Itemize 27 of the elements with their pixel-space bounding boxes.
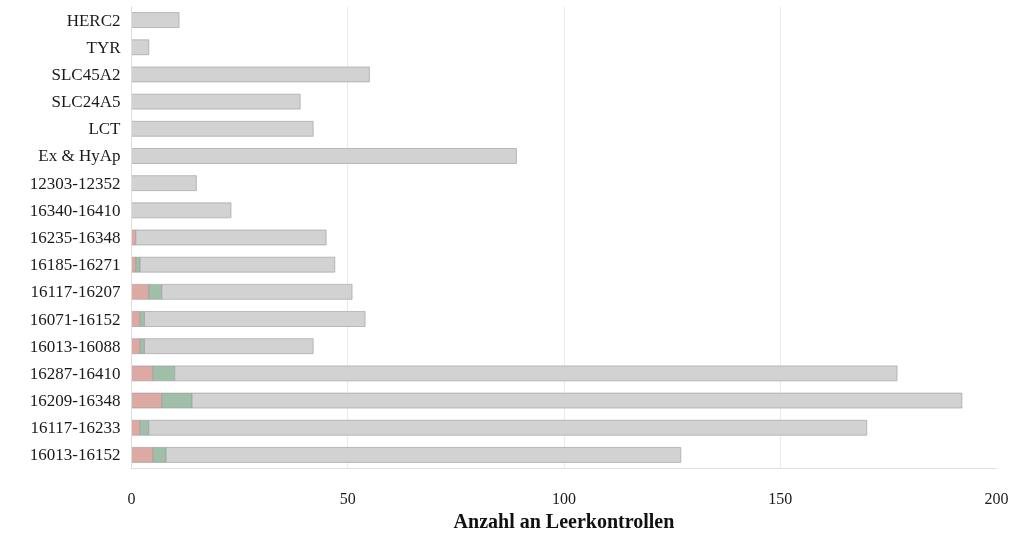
y-tick-label: 16071-16152 [29, 309, 121, 329]
y-tick-label: 16013-16088 [29, 336, 121, 356]
y-tick-label: SLC45A2 [51, 64, 121, 84]
y-tick-label: 12303-12352 [29, 173, 121, 193]
x-tick-label: 150 [768, 489, 793, 507]
y-tick-label: Ex & HyAp [38, 146, 121, 166]
x-tick-label: 200 [984, 489, 1009, 507]
x-tick-label: 50 [339, 489, 356, 507]
y-tick-label: 16340-16410 [29, 200, 121, 220]
bar [143, 311, 366, 327]
x-tick-label: 0 [127, 489, 136, 507]
y-tick-label: LCT [88, 119, 122, 139]
x-axis-title: Anzahl an Leerkontrollen [453, 509, 675, 532]
y-tick-label: 16117-16207 [30, 282, 121, 302]
y-tick-label: TYR [86, 37, 122, 57]
bar [143, 338, 314, 355]
y-tick-label: 16209-16348 [29, 391, 121, 411]
bar [139, 256, 336, 273]
y-tick-label: HERC2 [66, 10, 121, 30]
bar [135, 229, 327, 246]
y-tick-label: 16013-16152 [29, 445, 121, 465]
y-tick-label: 16185-16271 [29, 255, 121, 275]
y-tick-label: 16235-16348 [29, 228, 121, 247]
y-tick-label: 16117-16233 [30, 418, 121, 438]
x-tick-label: 100 [552, 489, 576, 507]
y-tick-label: SLC24A5 [51, 92, 121, 112]
y-tick-label: 16287-16410 [29, 363, 121, 383]
